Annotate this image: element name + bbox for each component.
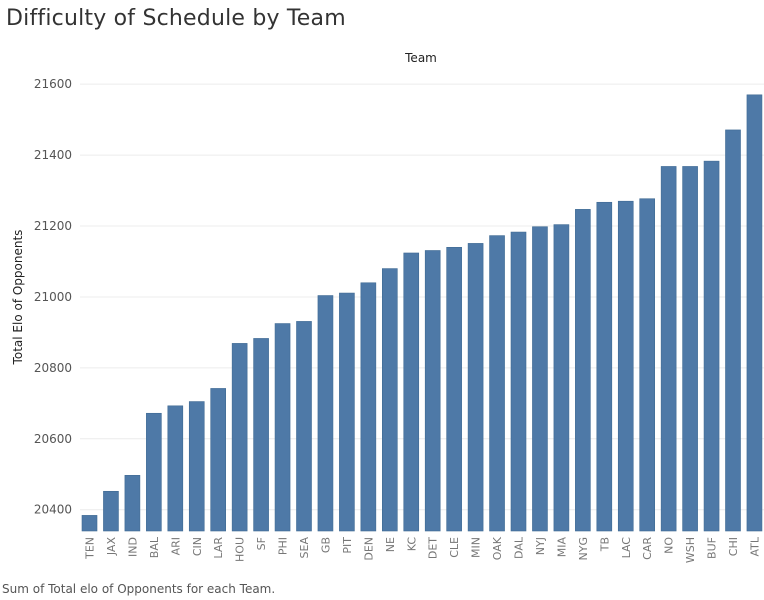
bar-oak[interactable]: [489, 235, 505, 532]
bar-ne[interactable]: [381, 268, 398, 532]
x-tick-label: TB: [598, 537, 611, 552]
y-tick-label: 20800: [34, 361, 72, 375]
bar-chi[interactable]: [725, 129, 741, 532]
bar-no[interactable]: [660, 166, 677, 532]
x-tick-label: ARI: [169, 537, 182, 555]
y-tick-label: 21000: [34, 290, 72, 304]
x-tick-label: PIT: [341, 537, 354, 554]
x-tick-label: MIA: [555, 537, 568, 558]
bar-nyg[interactable]: [575, 209, 591, 532]
x-tick-label: BAL: [148, 536, 161, 558]
bar-buf[interactable]: [703, 160, 720, 532]
y-tick-label: 21400: [34, 148, 72, 162]
bar-cle[interactable]: [446, 247, 462, 532]
x-axis-title: Team: [404, 51, 437, 65]
y-tick-label: 21200: [34, 219, 72, 233]
x-tick-label: DAL: [513, 536, 526, 559]
bar-min[interactable]: [467, 243, 484, 532]
x-tick-label: CLE: [448, 537, 461, 558]
bar-den[interactable]: [360, 282, 377, 532]
bar-ind[interactable]: [124, 475, 141, 532]
bar-ari[interactable]: [167, 405, 184, 532]
bar-atl[interactable]: [746, 94, 763, 532]
bar-cin[interactable]: [188, 401, 205, 532]
x-tick-label: CAR: [641, 537, 654, 560]
x-tick-label: CHI: [727, 537, 740, 556]
bar-ten[interactable]: [81, 515, 98, 532]
bars: [81, 94, 763, 532]
x-tick-label: GB: [319, 537, 332, 553]
chart-caption: Sum of Total elo of Opponents for each T…: [2, 582, 276, 596]
x-tick-label: SEA: [298, 537, 311, 559]
bar-jax[interactable]: [103, 490, 119, 532]
x-tick-label: ATL: [748, 536, 761, 556]
bar-sf[interactable]: [253, 338, 269, 532]
x-tick-label: HOU: [234, 537, 247, 562]
x-tick-label: OAK: [491, 536, 504, 560]
x-tick-label: WSH: [684, 537, 697, 563]
y-tick-label: 20600: [34, 432, 72, 446]
bar-det[interactable]: [424, 250, 441, 532]
y-tick-label: 20400: [34, 503, 72, 517]
x-tick-label: JAX: [105, 537, 118, 557]
x-tick-label: LAR: [212, 537, 225, 559]
y-tick-label: 21600: [34, 77, 72, 91]
x-tick-label: KC: [405, 537, 418, 552]
x-tick-label: PHI: [277, 537, 290, 555]
chart-title: Difficulty of Schedule by Team: [6, 6, 346, 31]
x-tick-label: SF: [255, 537, 268, 550]
bar-nyj[interactable]: [532, 226, 548, 532]
x-tick-label: DET: [427, 537, 440, 559]
x-tick-label: CIN: [191, 537, 204, 556]
y-axis-title: Total Elo of Opponents: [11, 230, 25, 366]
bar-lac[interactable]: [617, 200, 634, 532]
x-tick-label: BUF: [706, 537, 719, 559]
x-tick-label: MIN: [470, 537, 483, 558]
bar-wsh[interactable]: [682, 166, 698, 532]
bar-tb[interactable]: [596, 201, 613, 532]
x-axis-ticks: TEN JAX IND BAL ARI CIN LAR HOU SF PHI SEA GB PIT DEN…: [84, 536, 762, 563]
bar-dal[interactable]: [510, 231, 527, 532]
bar-bal[interactable]: [146, 412, 162, 532]
x-tick-label: NYG: [577, 537, 590, 560]
bar-gb[interactable]: [317, 295, 334, 532]
bar-kc[interactable]: [403, 252, 420, 532]
bar-sea[interactable]: [296, 321, 312, 532]
x-tick-label: LAC: [620, 537, 633, 559]
x-tick-label: IND: [126, 537, 139, 557]
bar-phi[interactable]: [274, 323, 291, 532]
y-axis-ticks: 20400 20600 20800 21000 21200 21400 21600: [34, 77, 72, 517]
x-tick-label: NO: [663, 537, 676, 554]
x-tick-label: DEN: [362, 537, 375, 561]
bar-mia[interactable]: [553, 224, 570, 532]
bar-lar[interactable]: [210, 388, 226, 532]
bar-pit[interactable]: [339, 292, 355, 532]
x-tick-label: NE: [384, 537, 397, 552]
x-tick-label: NYJ: [534, 537, 547, 555]
bar-hou[interactable]: [231, 343, 248, 532]
x-tick-label: TEN: [84, 537, 97, 560]
bar-car[interactable]: [639, 198, 656, 532]
